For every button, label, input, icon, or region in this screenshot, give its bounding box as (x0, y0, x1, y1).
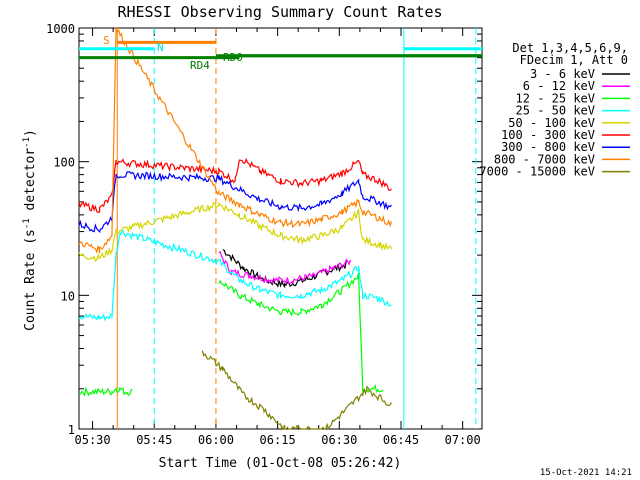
series-line (218, 251, 351, 285)
series-line (78, 201, 393, 263)
y-axis-label: Count Rate (s-1 detector-1) (22, 129, 38, 331)
ylabel-main: Count Rate (s (23, 229, 38, 331)
ylabel-mid: detector (23, 148, 38, 219)
series-line (78, 272, 384, 397)
flag-label-rd0: RD0 (223, 51, 243, 64)
series-line (201, 350, 393, 431)
legend-label: 300 - 800 keV (501, 140, 595, 154)
ylabel-end: ) (23, 129, 38, 137)
legend-label: 50 - 100 keV (508, 116, 595, 130)
legend-header-2: FDecim 1, Att 0 (520, 53, 628, 67)
legend-label: 12 - 25 keV (516, 91, 595, 105)
flag-label-n: N (157, 41, 164, 54)
series-lines (78, 26, 393, 431)
legend-label: 800 - 7000 keV (494, 152, 595, 166)
legend-label: 3 - 6 keV (530, 67, 595, 81)
flag-label-s: S (103, 34, 110, 47)
y-tick-label: 1 (68, 423, 75, 437)
series-line (78, 171, 392, 234)
legend-label: 100 - 300 keV (501, 128, 595, 142)
chart-title: RHESSI Observing Summary Count Rates (117, 3, 442, 21)
plot-frame (78, 27, 483, 430)
x-axis-label: Start Time (01-Oct-08 05:26:42) (159, 456, 402, 471)
legend-header-1: Det 1,3,4,5,6,9, (512, 41, 628, 55)
series-line (78, 157, 392, 214)
x-tick-label: 06:00 (198, 433, 234, 447)
series-line (78, 26, 393, 254)
axis-ticks: 05:30 05:45 06:00 06:15 06:30 06:45 07:00 1 10 10… (46, 22, 482, 447)
x-tick-label: 05:30 (75, 433, 111, 447)
footer-timestamp: 15-Oct-2021 14:21 (540, 468, 632, 478)
flag-vlines (116, 28, 477, 429)
series-line (222, 249, 347, 289)
x-tick-label: 06:15 (260, 433, 296, 447)
ylabel-sup1: -1 (22, 218, 32, 229)
y-tick-label: 10 (61, 289, 75, 303)
x-tick-label: 05:45 (136, 433, 172, 447)
legend-label: 25 - 50 keV (516, 104, 595, 118)
x-tick-label: 06:45 (383, 433, 419, 447)
y-tick-label: 100 (53, 156, 75, 170)
legend: Det 1,3,4,5,6,9, FDecim 1, Att 0 3 - 6 k… (479, 41, 630, 179)
y-tick-label: 1000 (46, 22, 75, 36)
series-line (78, 229, 392, 322)
legend-label: 7000 - 15000 keV (479, 165, 595, 179)
ylabel-sup2: -1 (22, 137, 32, 148)
flag-label-rd4: RD4 (190, 59, 210, 72)
x-tick-label: 07:00 (445, 433, 481, 447)
flag-bars (79, 40, 482, 60)
legend-label: 6 - 12 keV (523, 79, 595, 93)
x-tick-label: 06:30 (321, 433, 357, 447)
